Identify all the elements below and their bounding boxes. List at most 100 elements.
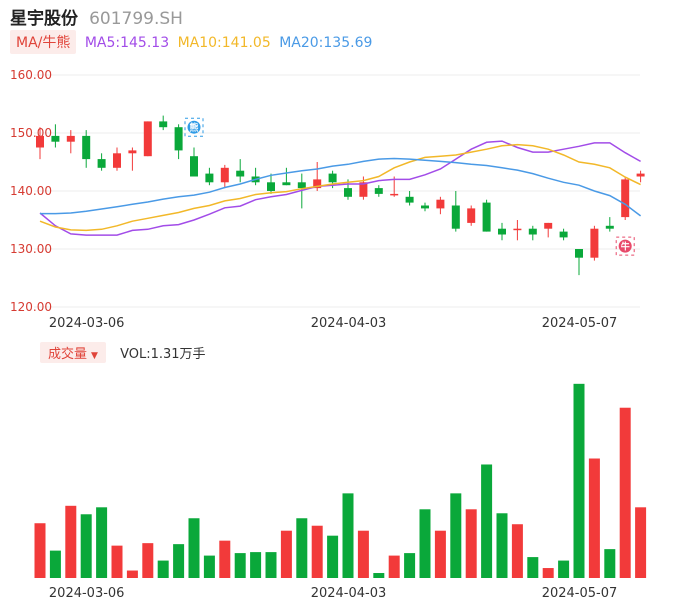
volume-bar [234, 553, 246, 578]
volume-bar [588, 458, 600, 578]
volume-bar [250, 552, 262, 578]
volume-bar [311, 525, 323, 578]
candle-body [390, 193, 399, 196]
candle-body [636, 173, 645, 177]
volume-series [34, 383, 647, 578]
volume-bar [357, 530, 369, 578]
date-axis: 2024-03-06 2024-04-03 2024-05-07 [49, 316, 617, 331]
candle-body [436, 199, 445, 209]
ma20-line [40, 157, 642, 217]
volume-bar [481, 464, 493, 578]
volume-date-axis: 2024-03-06 2024-04-03 2024-05-07 [49, 586, 617, 601]
candle-body [482, 202, 491, 232]
price-axis: 120.00 130.00 140.00 150.00 160.00 [10, 68, 52, 314]
volume-bar [142, 543, 154, 578]
volume-bar [280, 530, 292, 578]
candle-body [328, 173, 337, 183]
signal-badge-label: 熊 [189, 122, 198, 134]
candle-body [559, 231, 568, 238]
volume-bar [296, 518, 308, 578]
signal-badge-dot [187, 120, 201, 134]
volume-bar [188, 518, 200, 578]
candle-body [113, 153, 121, 168]
date-tick-label: 2024-03-06 [49, 586, 125, 601]
price-tick-label: 160.00 [10, 68, 52, 82]
candle-body [143, 121, 152, 157]
volume-bar [373, 573, 385, 578]
volume-bar [434, 530, 446, 578]
candle-body [451, 205, 460, 229]
ma20-legend-label: MA20:135.69 [279, 35, 373, 51]
stock-code: 601799.SH [89, 9, 183, 29]
ma-indicator-selector[interactable]: MA/牛熊 [10, 30, 77, 54]
volume-bar [65, 505, 77, 578]
candle-body [313, 179, 322, 189]
volume-bar [157, 560, 169, 578]
date-tick-label: 2024-04-03 [311, 586, 387, 601]
volume-bar [342, 493, 354, 578]
volume-bar [542, 568, 554, 578]
caret-down-icon: ▼ [91, 351, 98, 361]
volume-bar [573, 383, 585, 578]
volume-selector-label: 成交量 [48, 347, 88, 362]
volume-bar [203, 555, 215, 578]
candle-body [66, 135, 75, 142]
signal-badge-frame [184, 117, 204, 137]
volume-bar [527, 557, 539, 578]
volume-bar [465, 509, 477, 578]
moving-average-lines [39, 140, 642, 236]
date-tick-label: 2024-04-03 [311, 316, 387, 331]
signal-badges: 熊牛 [184, 117, 635, 256]
volume-bar [49, 550, 61, 578]
candle-body [282, 182, 291, 186]
ma5-legend-label: MA5:145.13 [84, 35, 170, 51]
volume-bar [327, 535, 339, 578]
ma10-line [39, 143, 641, 232]
volume-bar [404, 553, 416, 578]
price-tick-label: 140.00 [10, 184, 52, 198]
volume-bar [111, 545, 123, 578]
price-grid [34, 74, 640, 308]
signal-badge-dot [618, 239, 632, 253]
volume-bar [126, 570, 138, 578]
volume-bar [604, 549, 616, 578]
candle-body [374, 188, 383, 194]
candle-body [128, 150, 137, 154]
candle-body [297, 182, 306, 189]
candle-body [36, 135, 44, 148]
stock-name: 星宇股份 [10, 9, 78, 29]
ma10-legend-label: MA10:141.05 [177, 35, 271, 51]
volume-bar [173, 544, 185, 578]
candle-body [498, 228, 506, 235]
date-tick-label: 2024-05-07 [542, 586, 618, 601]
candle-body [159, 121, 168, 128]
volume-bar [34, 523, 46, 578]
candle-body [220, 167, 229, 183]
candle-body [621, 179, 630, 218]
candle-body [51, 135, 60, 142]
volume-bar [450, 493, 462, 578]
volume-bar [496, 513, 508, 578]
candle-body [344, 188, 352, 197]
volume-bar [96, 507, 108, 578]
candle-body [236, 170, 245, 177]
candle-body [205, 173, 214, 183]
candle-body [590, 228, 599, 258]
candle-body [82, 135, 91, 160]
volume-bar [265, 552, 277, 578]
volume-bar [388, 555, 400, 578]
volume-bar [80, 514, 92, 578]
candle-body [190, 156, 198, 177]
price-tick-label: 150.00 [10, 126, 52, 140]
candle-body [97, 159, 106, 168]
candle-body [528, 228, 537, 235]
volume-bar [619, 407, 631, 578]
volume-legend: 成交量 ▼ VOL:1.31万手 [40, 342, 206, 363]
candle-body [605, 225, 614, 229]
candle-body [544, 222, 553, 229]
volume-value: VOL:1.31万手 [120, 347, 206, 362]
candle-body [174, 127, 183, 151]
volume-indicator-selector[interactable]: 成交量 ▼ [40, 342, 106, 363]
date-tick-label: 2024-03-06 [49, 316, 125, 331]
